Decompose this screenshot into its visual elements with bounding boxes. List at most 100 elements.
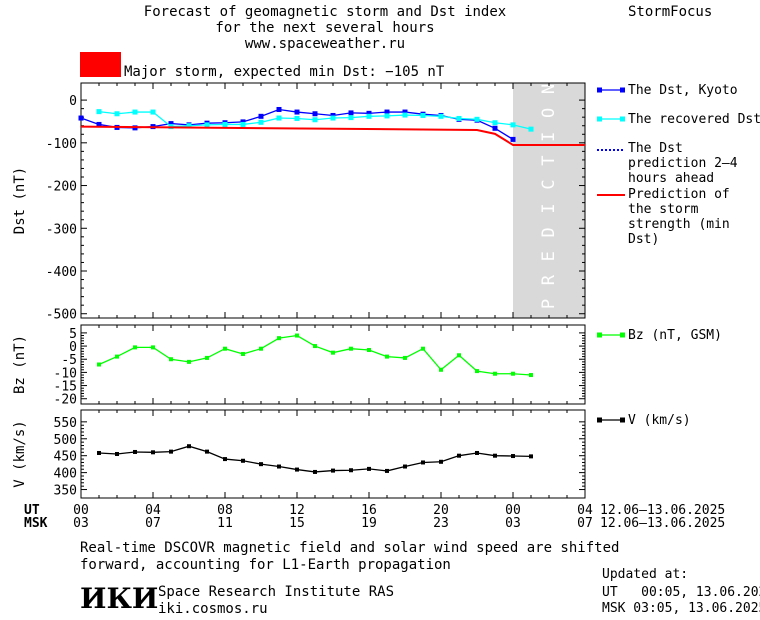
data-point: [150, 109, 156, 115]
data-point: [385, 468, 389, 473]
panel-frame: [80, 409, 586, 499]
y-axis-label: V (km/s): [12, 420, 28, 487]
data-point: [258, 119, 264, 125]
legend-prediction-label: The Dst prediction 2–4 hours ahead: [628, 141, 738, 186]
data-point: [78, 115, 84, 121]
prediction-letter: I: [539, 132, 559, 142]
data-point: [421, 460, 425, 465]
institute-site[interactable]: iki.cosmos.ru: [158, 601, 268, 617]
ut-date-range: 12.06–13.06.2025: [600, 503, 726, 518]
y-tick-label: -500: [46, 308, 77, 323]
data-point: [349, 468, 353, 473]
prediction-letter: O: [539, 108, 559, 118]
title-line-1: Forecast of geomagnetic storm and Dst in…: [143, 4, 507, 20]
data-point: [331, 468, 335, 473]
data-point: [312, 111, 318, 117]
data-point: [420, 112, 426, 118]
series-line: [80, 125, 585, 146]
data-point: [223, 346, 227, 351]
site-url[interactable]: www.spaceweather.ru: [244, 36, 406, 52]
data-point: [367, 348, 371, 353]
data-point: [276, 115, 282, 121]
data-point: [510, 136, 516, 142]
legend-marker: [597, 332, 602, 338]
data-point: [276, 106, 282, 112]
ut-tick-label: 16: [361, 503, 377, 518]
data-point: [330, 115, 336, 121]
data-point: [169, 357, 173, 362]
data-point: [169, 449, 173, 454]
data-point: [493, 453, 497, 458]
legend-strength-label: Prediction of the storm strength (min Ds…: [628, 187, 730, 247]
data-point: [97, 362, 101, 367]
legend-marker: [620, 116, 625, 122]
v-panel: 550 500 450 400 350 V (km/s): [12, 409, 586, 499]
data-point: [510, 122, 516, 128]
ut-label: UT: [24, 503, 40, 518]
legend-marker: [597, 116, 602, 122]
prediction-letter: D: [539, 227, 559, 237]
prediction-letter: R: [539, 274, 559, 285]
y-tick-label: 550: [54, 416, 77, 431]
data-point: [457, 453, 461, 458]
data-point: [223, 457, 227, 462]
data-point: [277, 336, 281, 341]
data-point: [348, 115, 354, 121]
legend-marker: [620, 87, 625, 93]
brand-name: StormFocus: [628, 4, 713, 20]
ut-tick-label: 20: [433, 503, 449, 518]
y-tick-label: -15: [54, 380, 77, 395]
data-point: [421, 346, 425, 351]
updated-label: Updated at:: [602, 567, 689, 582]
legend-dst-label: The Dst, Kyoto: [628, 83, 738, 98]
y-tick-label: -100: [46, 137, 77, 152]
updated-ut: UT 00:05, 13.06.2025: [602, 585, 760, 600]
y-tick-label: -10: [54, 366, 77, 381]
prediction-letter: E: [539, 251, 559, 261]
y-tick-label: 400: [54, 467, 77, 482]
ut-tick-label: 00: [505, 503, 521, 518]
prediction-letter: T: [539, 156, 559, 166]
y-tick-label: 0: [69, 94, 77, 109]
data-point: [187, 359, 191, 364]
data-point: [295, 467, 299, 472]
data-point: [205, 449, 209, 454]
data-point: [402, 109, 408, 115]
ut-tick-label: 04: [577, 503, 593, 518]
legend-marker: [620, 417, 625, 423]
y-tick-label: 450: [54, 450, 77, 465]
y-tick-label: -20: [54, 393, 77, 408]
data-point: [240, 119, 246, 125]
data-point: [240, 121, 246, 127]
y-axis-label: Dst (nT): [12, 167, 28, 234]
data-point: [493, 371, 497, 376]
data-point: [241, 351, 245, 356]
y-axis-label: Bz (nT): [12, 335, 28, 394]
y-tick-label: -400: [46, 265, 77, 280]
storm-label: Major storm, expected min Dst: −105 nT: [124, 64, 445, 80]
ut-tick-label: 00: [73, 503, 89, 518]
data-point: [205, 355, 209, 360]
msk-label: MSK: [24, 516, 48, 531]
updated-msk: MSK 03:05, 13.06.2025: [602, 601, 760, 616]
data-point: [241, 458, 245, 463]
footer-note-line-2: forward, accounting for L1-Earth propaga…: [80, 557, 451, 573]
data-point: [348, 110, 354, 116]
msk-date-range: 12.06–13.06.2025: [600, 516, 726, 531]
data-point: [295, 333, 299, 338]
msk-tick-label: 03: [505, 516, 521, 531]
prediction-region: [513, 83, 585, 318]
data-point: [133, 345, 137, 350]
prediction-letter: N: [539, 84, 559, 94]
data-point: [529, 373, 533, 378]
data-point: [475, 369, 479, 374]
data-point: [115, 354, 119, 359]
data-point: [294, 115, 300, 121]
data-point: [492, 125, 498, 131]
footer-note-line-1: Real-time DSCOVR magnetic field and sola…: [80, 540, 620, 556]
legend-v-label: V (km/s): [628, 413, 691, 428]
data-point: [259, 346, 263, 351]
data-point: [439, 367, 443, 372]
legend-marker: [597, 87, 602, 93]
